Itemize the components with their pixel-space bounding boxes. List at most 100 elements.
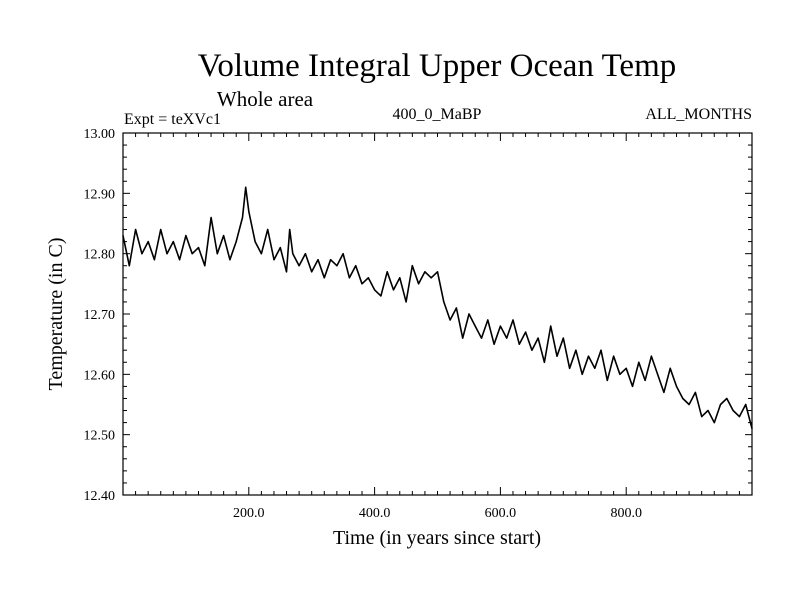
data-point: [669, 367, 671, 369]
data-point: [241, 216, 244, 219]
data-point: [650, 355, 653, 357]
data-point: [480, 337, 483, 339]
months-label: ALL_MONTHS: [645, 106, 752, 123]
data-point: [223, 235, 225, 237]
chart-title: Volume Integral Upper Ocean Temp: [198, 48, 676, 84]
data-point: [657, 373, 659, 375]
data-point: [556, 355, 558, 357]
data-point: [675, 385, 678, 387]
data-point: [336, 265, 338, 267]
data-point: [342, 253, 344, 255]
data-point: [506, 337, 508, 339]
data-point: [518, 343, 520, 345]
data-point: [430, 277, 432, 279]
y-tick-label: 12.80: [84, 248, 116, 263]
data-point: [543, 361, 546, 363]
series-line: [122, 186, 753, 429]
data-point: [606, 379, 608, 381]
y-tick-label: 12.40: [84, 489, 116, 504]
x-tick-label: 800.0: [610, 506, 642, 521]
data-point: [185, 235, 187, 237]
data-point: [273, 259, 275, 261]
data-point: [374, 289, 376, 291]
data-point: [631, 385, 634, 387]
data-point: [499, 325, 501, 327]
data-point: [537, 337, 539, 339]
chart-subtitle: Whole area: [217, 87, 314, 111]
data-point: [204, 265, 206, 267]
data-point: [443, 301, 445, 303]
series-group: [122, 186, 753, 430]
data-point: [361, 283, 363, 285]
data-point: [581, 373, 583, 375]
data-point: [688, 403, 690, 406]
data-point: [330, 259, 332, 261]
y-tick-label: 12.50: [84, 429, 116, 444]
data-point: [418, 283, 420, 285]
data-point: [531, 349, 533, 351]
data-point: [285, 271, 288, 273]
data-point: [260, 253, 262, 255]
data-point: [694, 391, 697, 393]
data-point: [719, 403, 722, 406]
data-point: [191, 253, 193, 255]
axis-ticks: 12.40 12.50 12.60 12.70 12.80 12.90 13.00 200.0…: [84, 127, 752, 521]
data-point: [254, 241, 256, 243]
data-point: [399, 277, 401, 279]
data-point: [732, 409, 734, 412]
data-point: [248, 210, 250, 212]
data-point: [487, 319, 489, 321]
data-point: [726, 397, 728, 400]
data-point: [575, 349, 577, 351]
data-point: [600, 349, 602, 351]
y-tick-label: 12.70: [84, 308, 116, 323]
data-point: [128, 265, 130, 267]
data-point: [355, 265, 357, 267]
data-point: [663, 391, 665, 393]
data-point: [197, 247, 200, 249]
data-point: [587, 355, 590, 357]
data-point: [745, 403, 747, 406]
data-point: [289, 228, 291, 231]
data-point: [135, 228, 137, 231]
data-point: [569, 367, 571, 369]
data-point: [594, 367, 596, 369]
data-point: [468, 313, 470, 315]
data-point: [405, 301, 407, 303]
data-point: [172, 241, 174, 243]
data-point: [279, 247, 281, 249]
data-point: [455, 307, 457, 309]
data-point: [386, 271, 388, 273]
data-point: [707, 409, 709, 412]
data-point: [701, 416, 703, 418]
data-point: [562, 337, 564, 339]
x-axis-label: Time (in years since start): [333, 527, 541, 549]
y-tick-label: 12.90: [84, 187, 116, 202]
y-tick-label: 13.00: [84, 127, 116, 142]
period-label: 400_0_MaBP: [393, 106, 482, 123]
data-point: [682, 397, 684, 400]
data-point: [392, 289, 395, 291]
data-point: [267, 228, 269, 231]
data-point: [474, 325, 476, 327]
data-point: [141, 253, 143, 255]
data-point: [304, 253, 306, 255]
data-point: [713, 422, 715, 424]
data-point: [638, 361, 640, 363]
data-point: [625, 367, 627, 369]
y-tick-label: 12.60: [84, 368, 116, 383]
data-point: [644, 379, 646, 381]
data-point: [525, 331, 527, 333]
x-tick-label: 600.0: [485, 506, 517, 521]
data-point: [348, 277, 350, 279]
data-point: [311, 271, 313, 273]
data-point: [424, 271, 426, 273]
plot-frame: [122, 132, 753, 496]
data-point: [493, 343, 495, 345]
data-point: [179, 259, 181, 261]
data-point: [550, 325, 552, 327]
data-point: [512, 319, 514, 321]
y-axis-label: Temperature (in C): [45, 238, 67, 391]
data-point: [153, 259, 155, 261]
